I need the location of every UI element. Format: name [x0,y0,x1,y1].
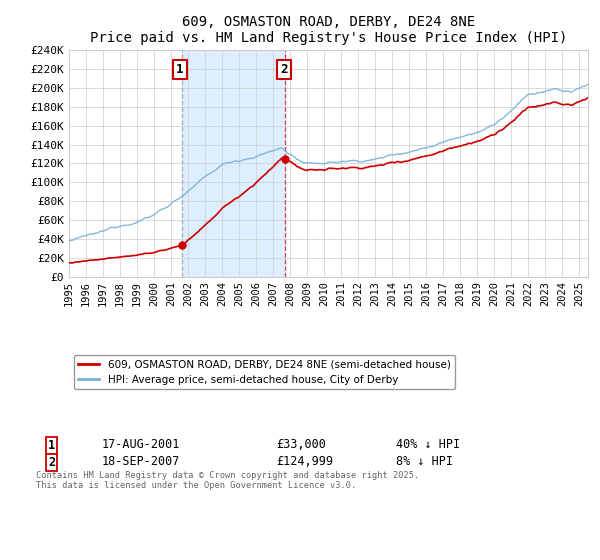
Legend: 609, OSMASTON ROAD, DERBY, DE24 8NE (semi-detached house), HPI: Average price, s: 609, OSMASTON ROAD, DERBY, DE24 8NE (sem… [74,356,455,389]
Text: 17-AUG-2001: 17-AUG-2001 [102,438,181,451]
Text: £33,000: £33,000 [276,438,326,451]
Text: Contains HM Land Registry data © Crown copyright and database right 2025.
This d: Contains HM Land Registry data © Crown c… [36,471,419,491]
Text: 2: 2 [48,456,55,469]
Text: 18-SEP-2007: 18-SEP-2007 [102,455,181,468]
Text: £124,999: £124,999 [276,455,333,468]
Text: 2: 2 [280,63,287,76]
Text: 8% ↓ HPI: 8% ↓ HPI [396,455,453,468]
Title: 609, OSMASTON ROAD, DERBY, DE24 8NE
Price paid vs. HM Land Registry's House Pric: 609, OSMASTON ROAD, DERBY, DE24 8NE Pric… [90,15,567,45]
Text: 1: 1 [176,63,184,76]
Bar [182,50,286,277]
Text: 40% ↓ HPI: 40% ↓ HPI [396,438,460,451]
Text: 1: 1 [48,439,55,452]
